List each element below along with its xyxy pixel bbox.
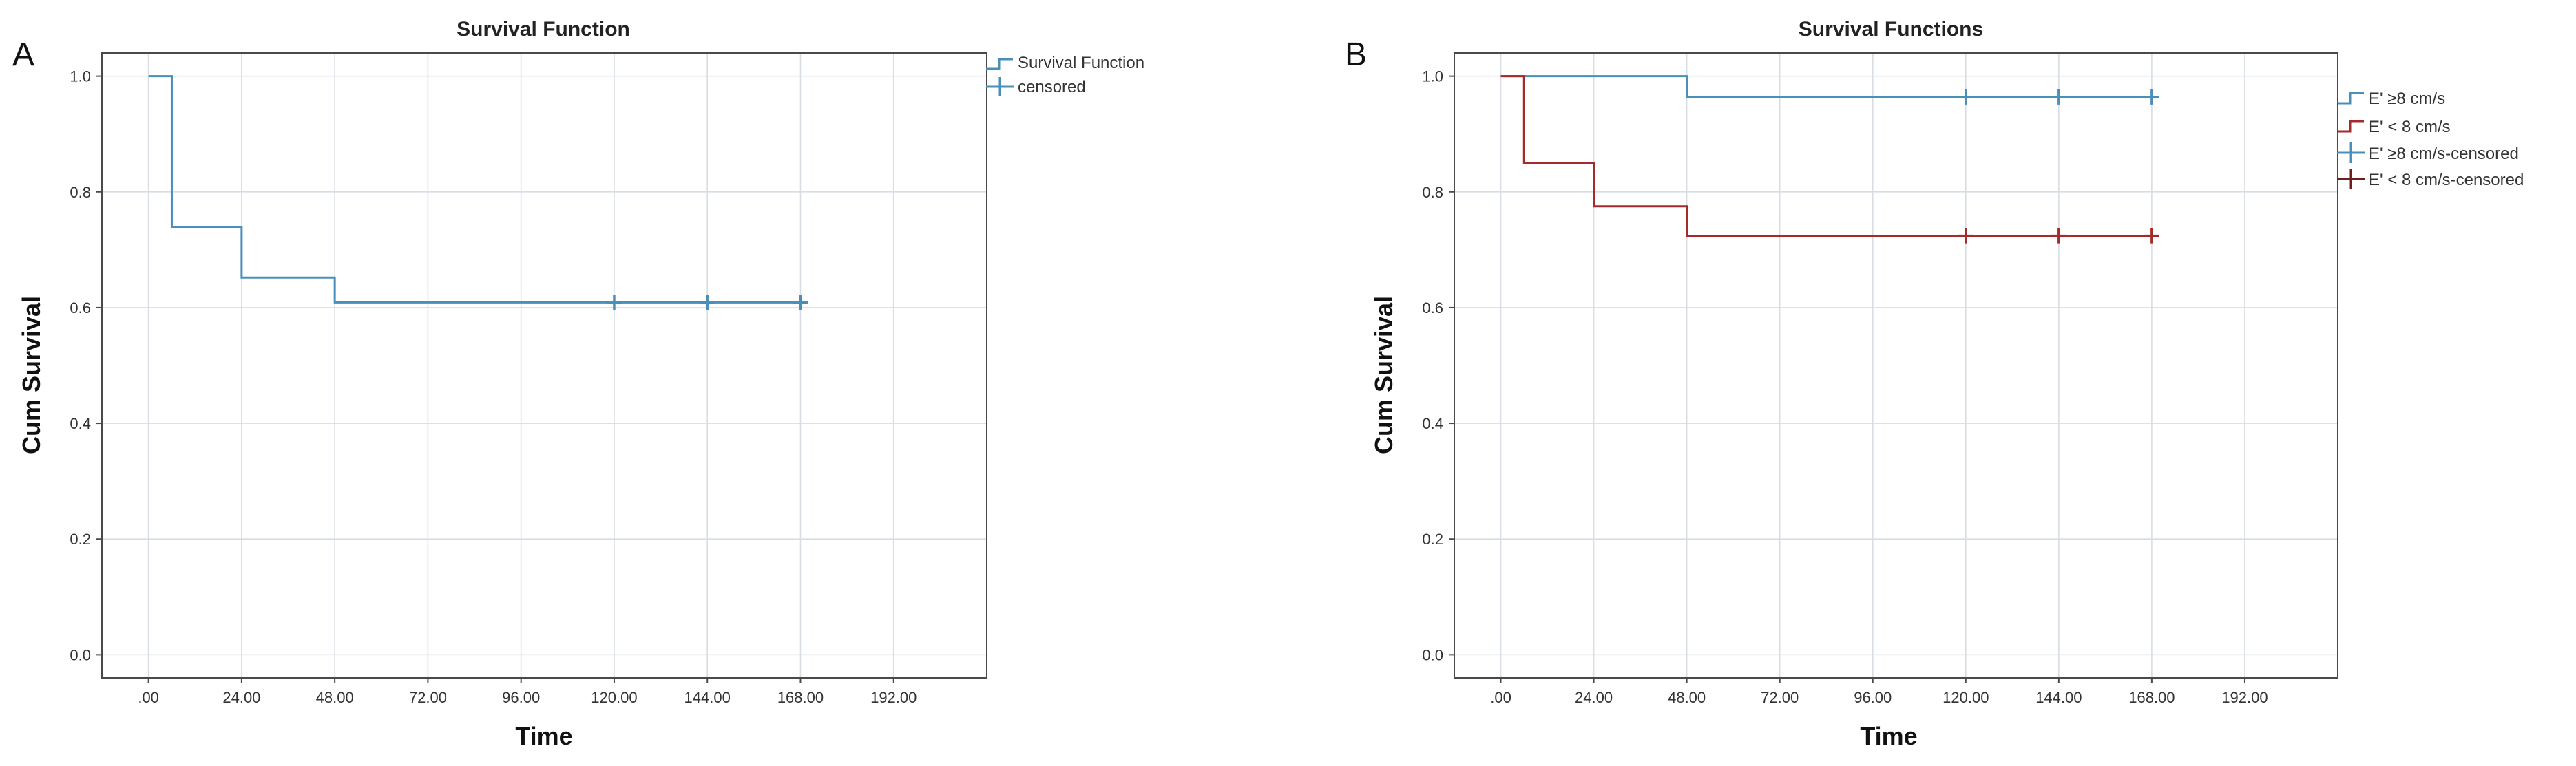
legend-item-e-ge-8-censored: E' ≥8 cm/s-censored	[2337, 142, 2519, 163]
panel-b-series-e-ge8-cm-s-censor-mark	[1958, 89, 1973, 105]
panel-b-series-e-lt-8-cm-s-line	[1500, 75, 2152, 237]
panel-a-series-survival-function-censor-mark	[700, 295, 715, 310]
panel-a-x-tick-label: 144.00	[684, 689, 731, 706]
legend-label-e-ge-8: E' ≥8 cm/s	[2369, 89, 2445, 108]
panel-b-series-e-lt-8-cm-s-censor-mark	[1958, 228, 1973, 244]
panel-a-x-tick-label: 72.00	[409, 689, 447, 706]
panel-b-series-e-ge8-cm-s-line	[1500, 75, 2152, 98]
panel-b-x-tick-label: 120.00	[1943, 689, 1989, 706]
panel-a-y-tick-label: 0.0	[70, 646, 91, 663]
legend-swatch-e-lt-8-censored	[2337, 169, 2365, 189]
legend-label-e-lt-8: E' < 8 cm/s	[2369, 118, 2451, 136]
panel-a-x-tick-label: 24.00	[222, 689, 260, 706]
panel-a-x-tick-label: 120.00	[591, 689, 637, 706]
legend-swatch-survival-function	[986, 58, 1013, 70]
panel-a: A Survival Function Cum Survival Time .0…	[12, 18, 1144, 750]
panel-a-x-tick-label: 48.00	[316, 689, 354, 706]
panel-b-series-e-ge8-cm-s-censor-mark	[2144, 89, 2159, 105]
legend-item-survival-function: Survival Function	[986, 54, 1144, 72]
panel-b: B Survival Functions Cum Survival Time .…	[1345, 18, 2524, 750]
legend-label-censored: censored	[1018, 78, 1086, 96]
panel-b-x-tick-label: 168.00	[2128, 689, 2175, 706]
legend-swatch-e-lt-8	[2338, 120, 2364, 133]
panel-b-y-tick-label: 0.6	[1422, 299, 1443, 317]
legend-label-e-ge-8-censored: E' ≥8 cm/s-censored	[2369, 145, 2519, 163]
legend-item-e-lt-8-censored: E' < 8 cm/s-censored	[2337, 169, 2524, 189]
panel-b-series-e-lt-8-cm-s-censor-mark	[2051, 228, 2066, 244]
panel-b-x-tick-label: .00	[1490, 689, 1511, 706]
panel-b-y-tick-label: 0.8	[1422, 184, 1443, 201]
panel-a-x-axis-title: Time	[515, 722, 572, 750]
panel-a-y-axis-title: Cum Survival	[17, 296, 45, 454]
legend-item-e-ge-8: E' ≥8 cm/s	[2338, 89, 2445, 108]
panel-a-y-tick-label: 0.6	[70, 299, 91, 317]
panel-b-y-tick-label: 0.4	[1422, 415, 1443, 432]
legend-label-e-lt-8-censored: E' < 8 cm/s-censored	[2369, 171, 2524, 189]
panel-a-x-tick-label: 96.00	[502, 689, 540, 706]
panel-a-x-tick-label: .00	[138, 689, 159, 706]
panel-a-series-survival-function-censor-mark	[606, 295, 622, 310]
legend-swatch-e-ge-8-censored	[2337, 142, 2365, 163]
legend-item-e-lt-8: E' < 8 cm/s	[2338, 118, 2451, 136]
legend-label-survival-function: Survival Function	[1018, 54, 1144, 72]
panel-b-x-tick-label: 192.00	[2221, 689, 2268, 706]
panel-a-series-survival-function-censor-mark	[793, 295, 808, 310]
panel-a-plot-frame	[101, 52, 987, 679]
panel-b-legend: E' ≥8 cm/s E' < 8 cm/s E' ≥8 cm/s-censor…	[2337, 89, 2524, 189]
panel-a-y-tick-label: 0.2	[70, 531, 91, 548]
panel-b-x-tick-label: 144.00	[2035, 689, 2082, 706]
panel-a-legend: Survival Function censored	[986, 54, 1144, 96]
panel-a-y-tick-label: 1.0	[70, 68, 91, 85]
panel-a-x-tick-label: 192.00	[870, 689, 917, 706]
panel-b-y-tick-label: 0.0	[1422, 646, 1443, 663]
legend-swatch-censored	[986, 77, 1014, 96]
panel-b-y-tick-label: 1.0	[1422, 68, 1443, 85]
panel-b-x-tick-label: 48.00	[1668, 689, 1706, 706]
panel-a-plot-area: .00 24.00 48.00 72.00 96.00 120.00 144.00 168.0…	[70, 53, 987, 706]
legend-swatch-e-ge-8	[2338, 92, 2364, 105]
panel-b-series-e-lt-8-cm-s-censor-mark	[2144, 228, 2159, 244]
panel-a-y-tick-label: 0.4	[70, 415, 91, 432]
panel-b-series-e-ge8-cm-s-censor-mark	[2051, 89, 2066, 105]
panel-a-x-tick-label: 168.00	[777, 689, 824, 706]
panel-b-y-tick-label: 0.2	[1422, 531, 1443, 548]
panel-a-y-tick-label: 0.8	[70, 184, 91, 201]
panel-b-y-axis-title: Cum Survival	[1370, 296, 1398, 454]
legend-item-censored: censored	[986, 77, 1086, 96]
panel-a-title: Survival Function	[457, 18, 630, 41]
panel-a-letter: A	[12, 36, 34, 73]
panel-a-series-survival-function-line	[148, 75, 801, 304]
panel-b-x-axis-title: Time	[1860, 722, 1917, 750]
panel-b-x-tick-label: 24.00	[1575, 689, 1613, 706]
panel-b-letter: B	[1345, 36, 1367, 73]
panel-b-title: Survival Functions	[1799, 18, 1983, 41]
panel-b-plot-area: .00 24.00 48.00 72.00 96.00 120.00 144.00 168.0…	[1422, 53, 2338, 706]
panel-b-plot-frame	[1454, 52, 2338, 679]
panel-b-x-tick-label: 72.00	[1761, 689, 1799, 706]
panel-b-x-tick-label: 96.00	[1854, 689, 1892, 706]
